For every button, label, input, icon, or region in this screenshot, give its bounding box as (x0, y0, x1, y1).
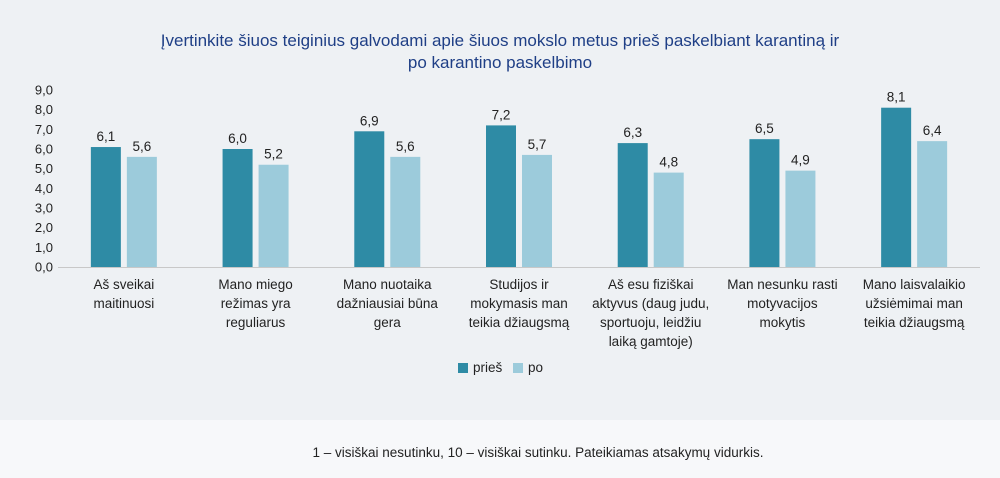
bar-pries (90, 147, 121, 267)
chart-title-line-1: Įvertinkite šiuos teiginius galvodami ap… (160, 31, 840, 50)
bar-po (917, 141, 948, 267)
data-label: 5,2 (264, 147, 283, 162)
x-category-label: režimas yra (221, 296, 291, 311)
x-category-label: Aš sveikai (93, 277, 154, 292)
y-tick-label: 9,0 (35, 83, 53, 98)
bar-po (390, 156, 421, 267)
footnote: 1 – visiškai nesutinku, 10 – visiškai su… (312, 445, 764, 460)
data-label: 6,3 (623, 125, 642, 140)
legend-swatch-pries (458, 363, 468, 373)
data-label: 6,5 (755, 121, 774, 136)
legend-label: po (528, 360, 543, 375)
bar-po (653, 172, 684, 267)
chart-title: Įvertinkite šiuos teiginius galvodami ap… (100, 30, 900, 74)
y-tick-label: 4,0 (35, 181, 53, 196)
x-category-label: užsiėmimai man (865, 296, 963, 311)
bar-po (785, 170, 816, 267)
legend-label: prieš (473, 360, 503, 375)
bar-chart: 0,0 1,0 2,0 3,0 4,0 5,0 6,0 7,0 8,0 9,0 6,1 5,6 Aš s… (35, 83, 980, 375)
legend-swatch-po (513, 363, 523, 373)
bar-po (522, 154, 552, 267)
chart-title-line-2: po karantino paskelbimo (407, 53, 593, 72)
data-label: 6,4 (923, 123, 942, 138)
y-tick-label: 8,0 (35, 102, 53, 117)
bar-pries (222, 149, 253, 267)
data-label: 6,0 (228, 131, 247, 146)
y-tick-label: 6,0 (35, 142, 53, 157)
x-category-label: gera (374, 315, 402, 330)
x-category-label: maitinuosi (93, 296, 154, 311)
y-tick-label: 3,0 (35, 201, 53, 216)
x-category-label: Mano laisvalaikio (863, 277, 966, 292)
x-category-label: mokymasis man (470, 296, 568, 311)
y-tick-label: 1,0 (35, 240, 53, 255)
data-label: 4,9 (791, 153, 810, 168)
bar-po (258, 164, 289, 267)
x-category-label: mokytis (760, 315, 806, 330)
data-label: 4,8 (659, 155, 678, 170)
data-label: 5,7 (528, 137, 547, 152)
x-category-label: sportuoju, leidžiu (600, 315, 701, 330)
data-label: 8,1 (887, 90, 906, 105)
x-category-label: Mano miego (218, 277, 292, 292)
x-category-label: reguliarus (226, 315, 286, 330)
x-category-label: teikia džiaugsmą (864, 315, 965, 330)
x-category-label: aktyvus (daug judu, (592, 296, 709, 311)
y-tick-label: 0,0 (35, 260, 53, 275)
data-label: 6,9 (360, 113, 379, 128)
bar-pries (354, 131, 385, 267)
bar-pries (749, 139, 780, 267)
x-category-label: Mano nuotaika (343, 277, 432, 292)
y-tick-label: 7,0 (35, 122, 53, 137)
data-label: 5,6 (132, 139, 151, 154)
y-tick-label: 5,0 (35, 161, 53, 176)
bar-pries (617, 143, 648, 267)
x-category-label: laiką gamtoje) (609, 334, 693, 349)
x-category-label: Man nesunku rasti (727, 277, 837, 292)
bar-po (126, 156, 157, 267)
x-category-label: dažniausiai būna (337, 296, 439, 311)
bar-pries (881, 107, 912, 267)
data-label: 7,2 (492, 107, 511, 122)
x-category-label: motyvacijos (747, 296, 818, 311)
x-category-label: teikia džiaugsmą (469, 315, 570, 330)
bar-pries (486, 125, 516, 268)
data-label: 5,6 (396, 139, 415, 154)
y-tick-label: 2,0 (35, 220, 53, 235)
x-category-label: Studijos ir (489, 277, 549, 292)
x-category-label: Aš esu fiziškai (608, 277, 694, 292)
footer-panel (0, 420, 1000, 478)
data-label: 6,1 (96, 129, 115, 144)
